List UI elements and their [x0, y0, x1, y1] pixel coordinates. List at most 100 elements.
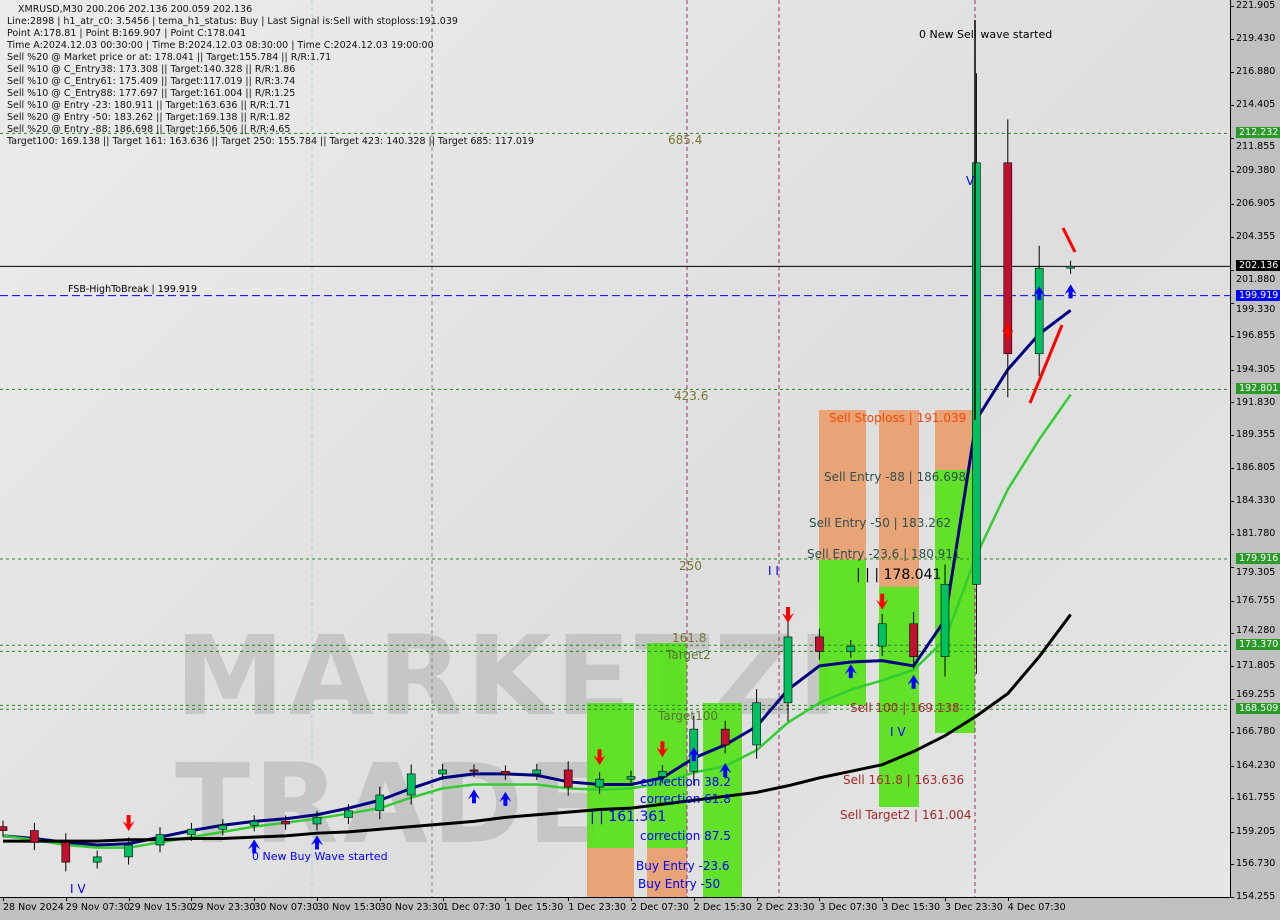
candle-body	[344, 810, 353, 818]
candle	[30, 822, 39, 851]
price-tick	[1230, 600, 1234, 602]
price-tick-label: 189.355	[1236, 428, 1276, 440]
price-tick	[1230, 237, 1234, 239]
candle	[0, 820, 8, 837]
candle	[187, 822, 196, 841]
target-zone	[587, 703, 634, 848]
buy-arrow-icon	[844, 664, 857, 679]
buy-arrow-icon	[468, 789, 480, 804]
candle	[155, 827, 165, 853]
info-line: Sell %20 @ Entry -50: 183.262 || Target:…	[7, 112, 291, 123]
price-tick	[1230, 38, 1234, 40]
candle-body	[783, 636, 793, 704]
time-tick	[631, 897, 632, 901]
time-tick-label: 3 Dec 07:30	[819, 902, 878, 913]
price-tick-label: 179.305	[1236, 567, 1276, 579]
chart-plot-area[interactable]: MARKETZI TRADE XMRUSD,M30 200.206 202.13…	[0, 0, 1231, 898]
candle-body	[218, 824, 228, 830]
candle	[61, 833, 71, 872]
candle	[312, 810, 322, 831]
candle	[626, 770, 636, 785]
price-tick-label: 159.205	[1236, 825, 1276, 837]
symbol-ohlc: XMRUSD,M30 200.206 202.136 200.059 202.1…	[18, 4, 253, 15]
price-tick	[1230, 203, 1234, 205]
time-tick-label: 30 Nov 23:30	[379, 902, 444, 913]
trend-line	[1028, 324, 1064, 404]
sell-arrow-icon	[122, 815, 135, 832]
price-tick-label: 186.805	[1236, 462, 1276, 474]
fib-250-label: 250	[679, 559, 702, 573]
sell-stoploss-label: Sell Stoploss | 191.039	[829, 411, 967, 425]
price-tick-label: 176.755	[1236, 594, 1276, 606]
price-tick-label: 216.880	[1236, 66, 1276, 78]
time-tick-label: 29 Nov 15:30	[128, 902, 193, 913]
price-tick	[1230, 765, 1234, 767]
price-chart	[0, 0, 1230, 897]
candle	[1066, 260, 1075, 274]
time-tick	[882, 897, 884, 901]
price-tick	[1230, 269, 1234, 271]
price-tick-label: 204.355	[1236, 231, 1276, 243]
sell-arrow-icon	[656, 741, 669, 758]
time-tick	[379, 897, 381, 901]
buy-arrow-icon	[687, 747, 700, 762]
price-tick-label: 181.780	[1236, 528, 1276, 540]
time-tick-label: 1 Dec 07:30	[442, 902, 501, 913]
sell-100-label: Sell 100 | 169.138	[850, 701, 960, 715]
info-line: Sell %10 @ Entry -23: 180.911 || Target:…	[7, 100, 291, 111]
info-line: Target100: 169.138 || Target 161: 163.63…	[7, 136, 534, 147]
price-tick-label: 184.330	[1236, 494, 1276, 506]
price-tick-label: 169.255	[1236, 689, 1276, 701]
wave-iv-label-2: I V	[890, 725, 906, 739]
candle	[877, 614, 887, 656]
time-tick	[65, 897, 67, 901]
candle-body	[815, 636, 824, 652]
info-line: Sell %20 @ Market price or at: 178.041 |…	[7, 52, 332, 63]
price-tick-label: 206.905	[1236, 197, 1276, 209]
sell-arrow-icon	[1001, 323, 1014, 340]
price-tick	[1230, 699, 1234, 701]
price-tick	[1230, 567, 1234, 569]
point-c-label: | | | 178.041	[856, 567, 942, 583]
candle	[1003, 119, 1013, 398]
price-tick-label: 154.255	[1236, 891, 1276, 902]
slow-ma-line	[3, 613, 1072, 843]
time-tick	[505, 897, 507, 901]
price-level-badge: 192.801	[1236, 383, 1280, 395]
fib-685-label: 685.4	[668, 133, 703, 147]
time-tick-label: 2 Dec 07:30	[631, 902, 689, 913]
candle-body	[626, 776, 636, 780]
target-zone	[819, 560, 866, 705]
candle-body	[92, 856, 102, 863]
fsb-high-to-break-label: FSB-HighToBreak | 199.919	[68, 284, 198, 295]
wave-iv-label: I V	[70, 882, 86, 896]
price-tick-label: 164.230	[1236, 759, 1276, 771]
candle	[281, 815, 290, 830]
time-tick-label: 30 Nov 15:30	[317, 902, 382, 913]
candle-body	[720, 728, 730, 746]
price-tick	[1230, 369, 1234, 371]
correction-875-label: correction 87.5	[640, 829, 731, 843]
sell-entry-88-label: Sell Entry -88 | 186.698	[824, 470, 967, 484]
candle-body	[501, 770, 510, 775]
price-tick-label: 166.780	[1236, 726, 1276, 738]
time-tick-label: 2 Dec 23:30	[756, 902, 815, 913]
price-tick	[1230, 500, 1234, 502]
buy-arrow-icon	[1033, 286, 1046, 301]
price-tick	[1230, 798, 1234, 800]
time-tick	[3, 897, 4, 901]
price-tick-label: 219.430	[1236, 32, 1276, 44]
info-line: Sell %10 @ C_Entry61: 175.409 || Target:…	[7, 76, 296, 87]
time-tick-label: 30 Nov 07:30	[254, 902, 319, 913]
candle-body	[563, 769, 573, 788]
stop-zone	[819, 410, 866, 560]
time-tick-label: 3 Dec 15:30	[882, 902, 941, 913]
info-line: Time A:2024.12.03 00:30:00 | Time B:2024…	[7, 40, 434, 51]
candle	[406, 764, 416, 805]
candle	[469, 764, 479, 777]
time-tick	[1007, 897, 1009, 901]
time-tick	[568, 897, 570, 901]
price-tick-label: 221.905	[1236, 0, 1276, 11]
time-tick	[254, 897, 256, 901]
price-tick	[1230, 6, 1234, 7]
